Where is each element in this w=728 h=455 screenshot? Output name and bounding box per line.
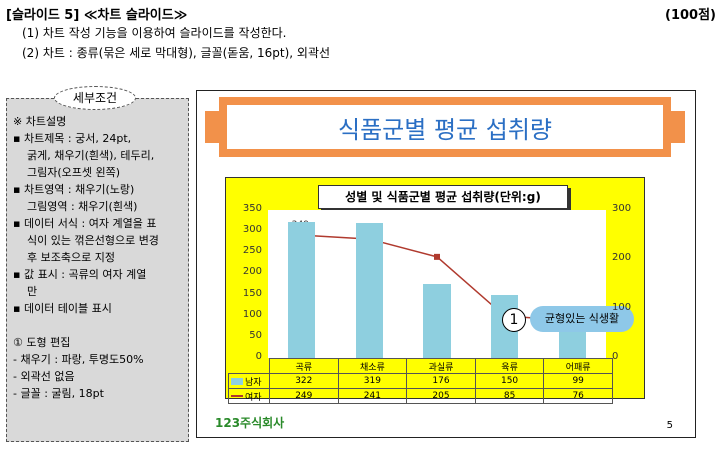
table-category: 과실류 xyxy=(406,358,476,374)
condition-line: ※ 차트설명 xyxy=(13,115,67,128)
slide-preview: 식품군별 평균 섭취량 성별 및 식품군별 평균 섭취량(단위:g) 249 1… xyxy=(196,90,696,438)
legend-key xyxy=(231,395,243,397)
condition-line: - 글꼴 : 굴림, 18pt xyxy=(13,387,104,400)
points-label: (100점) xyxy=(665,8,716,23)
company-logo: 123주식회사 xyxy=(215,416,285,430)
y-tick-right: 0 xyxy=(612,351,619,362)
conditions-title: 세부조건 xyxy=(54,86,136,110)
condition-line: 그림자(오프셋 왼쪽) xyxy=(27,166,121,179)
y-tick-left: 250 xyxy=(242,245,262,257)
condition-line: ① 도형 편집 xyxy=(13,336,71,349)
bar-male xyxy=(355,223,383,358)
table-cell: 99 xyxy=(543,373,613,389)
plot-area: 249 xyxy=(268,210,606,358)
table-category: 육류 xyxy=(474,358,545,374)
condition-line: 만 xyxy=(27,285,38,298)
slide-header: [슬라이드 5] ≪차트 슬라이드≫ xyxy=(6,8,188,23)
table-cell: 76 xyxy=(543,388,613,404)
callout-number: 1 xyxy=(502,308,526,332)
slide-title: 식품군별 평균 섭취량 xyxy=(227,105,663,149)
condition-line xyxy=(13,317,182,334)
callout-shape: 균형있는 식생활 xyxy=(530,306,634,332)
y-tick-left: 350 xyxy=(242,203,262,214)
table-series-name: 여자 xyxy=(245,392,262,403)
legend-key xyxy=(231,377,243,385)
condition-line: 식이 있는 꺾은선형으로 변경 xyxy=(27,234,159,247)
instruction-2: (2) 차트 : 종류(묶은 세로 막대형), 글꼴(돋움, 16pt), 외곽… xyxy=(22,46,331,60)
condition-line: - 채우기 : 파랑, 투명도50% xyxy=(13,353,144,366)
table-cell: 85 xyxy=(474,388,545,404)
y-tick-right: 100 xyxy=(612,301,632,313)
table-cell: 176 xyxy=(406,373,476,389)
condition-line: ▪ 값 표시 : 곡류의 여자 계열 xyxy=(13,268,147,281)
table-cell: 249 xyxy=(269,388,339,404)
table-series-name: 남자 xyxy=(245,377,262,388)
chart-area: 성별 및 식품군별 평균 섭취량(단위:g) 249 1 균형있는 식생활 35… xyxy=(225,177,645,404)
y-tick-right: 200 xyxy=(612,252,632,264)
condition-line: 굵게, 채우기(흰색), 테두리, xyxy=(27,149,155,162)
condition-line: ▪ 차트제목 : 궁서, 24pt, xyxy=(13,132,132,145)
table-category: 곡류 xyxy=(269,358,339,374)
conditions-panel: ※ 차트설명 ▪ 차트제목 : 궁서, 24pt, 굵게, 채우기(흰색), 테… xyxy=(6,98,189,442)
table-cell: 205 xyxy=(406,388,476,404)
y-tick-left: 300 xyxy=(242,224,262,236)
table-cell: 150 xyxy=(474,373,545,389)
condition-line: ▪ 데이터 서식 : 여자 계열을 표 xyxy=(13,217,157,230)
bar-male xyxy=(288,221,316,358)
condition-line: 그림영역 : 채우기(흰색) xyxy=(27,200,138,213)
page-number: 5 xyxy=(666,420,673,431)
condition-line: ▪ 데이터 테이블 표시 xyxy=(13,302,112,315)
y-tick-left: 200 xyxy=(242,266,262,278)
instruction-1: (1) 차트 작성 기능을 이용하여 슬라이드를 작성한다. xyxy=(22,26,287,40)
table-category: 채소류 xyxy=(337,358,408,374)
table-category: 어패류 xyxy=(543,358,613,374)
table-cell: 322 xyxy=(269,373,339,389)
condition-line: 후 보조축으로 지정 xyxy=(27,251,115,264)
table-cell: 319 xyxy=(337,373,408,389)
y-tick-right: 300 xyxy=(612,203,632,214)
line-marker xyxy=(434,253,440,260)
condition-line: ▪ 차트영역 : 채우기(노랑) xyxy=(13,183,135,196)
condition-line: - 외곽선 없음 xyxy=(13,370,75,383)
y-tick-left: 50 xyxy=(249,329,262,341)
y-tick-left: 0 xyxy=(255,351,262,362)
bar-male xyxy=(423,283,451,358)
table-cell: 241 xyxy=(337,388,408,404)
chart-title: 성별 및 식품군별 평균 섭취량(단위:g) xyxy=(318,185,568,209)
title-banner: 식품군별 평균 섭취량 xyxy=(205,97,685,157)
y-tick-left: 150 xyxy=(242,287,262,299)
y-tick-left: 100 xyxy=(242,308,262,320)
